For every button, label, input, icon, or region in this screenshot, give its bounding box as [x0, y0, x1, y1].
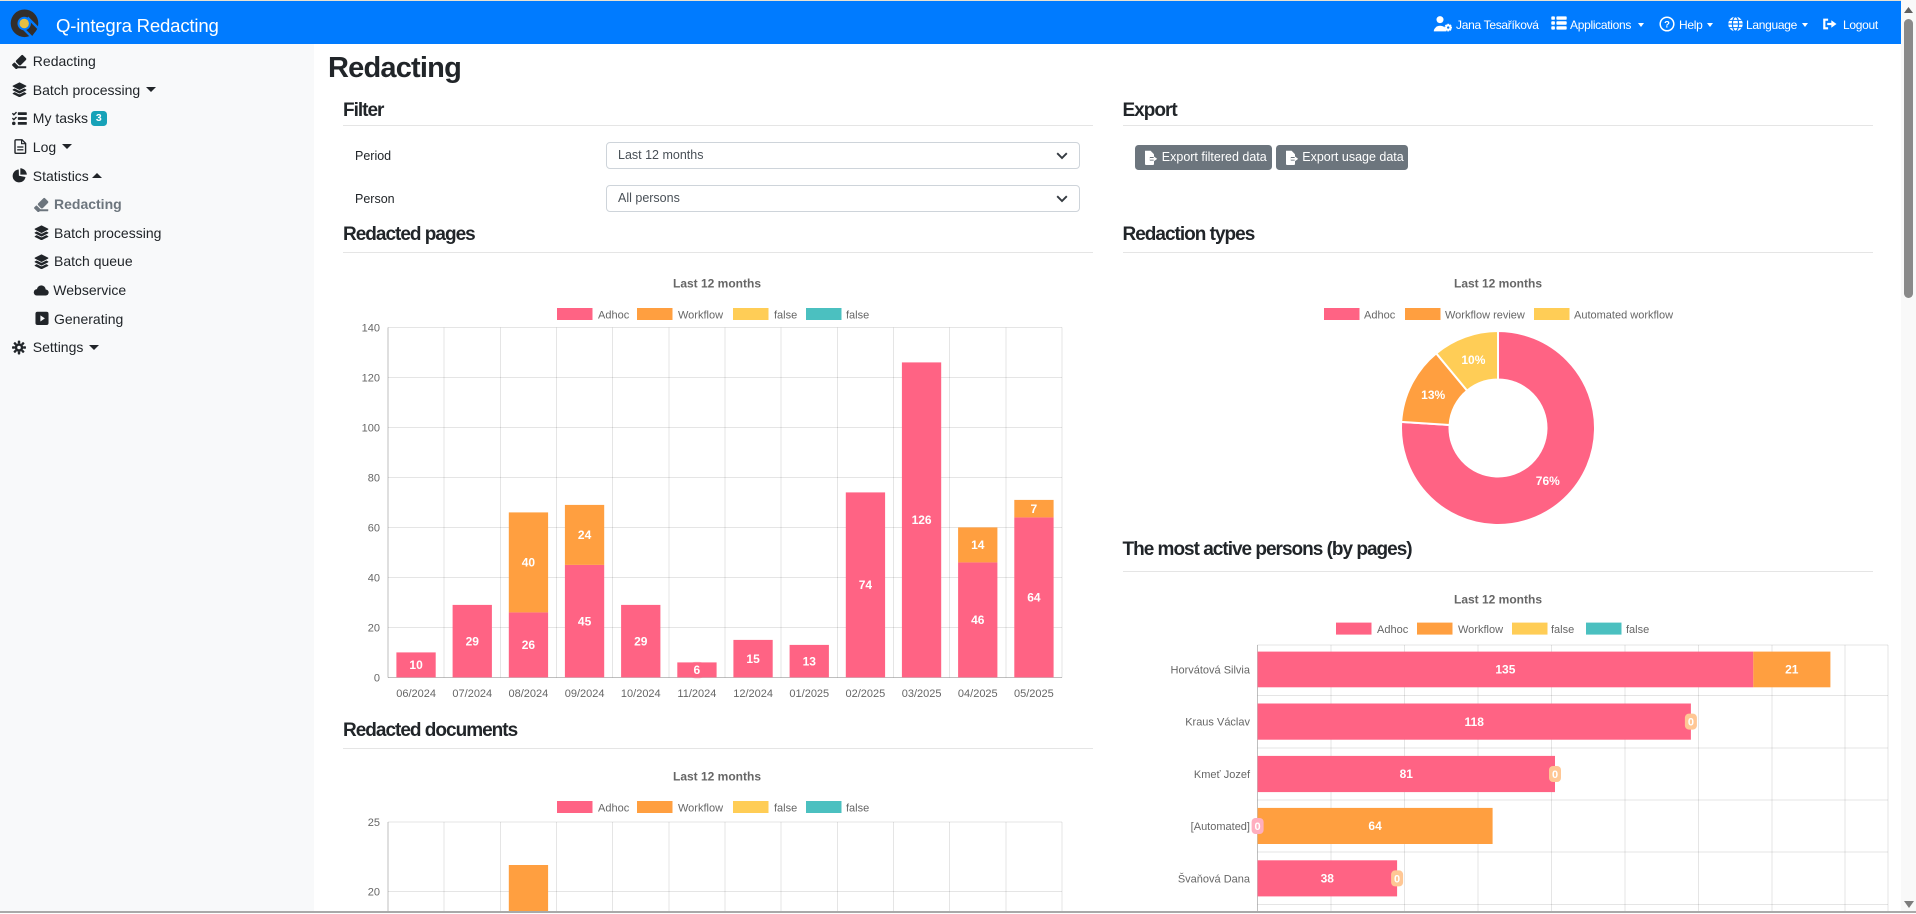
svg-text:64: 64 [1368, 819, 1382, 833]
svg-text:13%: 13% [1421, 388, 1445, 402]
svg-text:13: 13 [803, 654, 817, 668]
svg-text:false: false [1551, 624, 1574, 636]
svg-text:05/2025: 05/2025 [1014, 688, 1054, 700]
svg-text:140: 140 [362, 322, 380, 334]
svg-text:02/2025: 02/2025 [846, 688, 886, 700]
svg-text:07/2024: 07/2024 [452, 688, 492, 700]
svg-text:76%: 76% [1536, 474, 1560, 488]
svg-text:0: 0 [374, 672, 380, 684]
svg-text:126: 126 [912, 513, 932, 527]
svg-text:03/2025: 03/2025 [902, 688, 942, 700]
svg-text:120: 120 [362, 372, 380, 384]
svg-text:21: 21 [1785, 663, 1799, 677]
svg-text:20: 20 [368, 622, 380, 634]
svg-text:09/2024: 09/2024 [565, 688, 605, 700]
svg-text:14: 14 [971, 538, 985, 552]
svg-text:135: 135 [1495, 663, 1515, 677]
svg-text:25: 25 [368, 817, 380, 829]
svg-text:15: 15 [746, 652, 760, 666]
svg-text:Workflow review: Workflow review [1445, 310, 1525, 322]
svg-text:29: 29 [466, 634, 480, 648]
svg-text:6: 6 [694, 663, 701, 677]
svg-text:Adhoc: Adhoc [598, 310, 630, 322]
svg-text:Adhoc: Adhoc [1364, 310, 1396, 322]
svg-text:45: 45 [578, 614, 592, 628]
svg-text:10: 10 [409, 658, 423, 672]
svg-text:04/2025: 04/2025 [958, 688, 998, 700]
svg-text:0: 0 [1394, 873, 1400, 885]
svg-text:81: 81 [1400, 767, 1414, 781]
svg-text:Last 12 months: Last 12 months [673, 770, 761, 784]
svg-text:24: 24 [578, 528, 592, 542]
svg-text:74: 74 [859, 578, 873, 592]
svg-text:Last 12 months: Last 12 months [1454, 277, 1542, 291]
svg-text:Workflow: Workflow [678, 803, 723, 815]
svg-text:0: 0 [1255, 821, 1261, 833]
svg-text:7: 7 [1031, 502, 1038, 516]
svg-text:false: false [774, 310, 797, 322]
svg-text:12/2024: 12/2024 [733, 688, 773, 700]
svg-text:false: false [846, 803, 869, 815]
svg-text:Švaňová Dana: Švaňová Dana [1178, 872, 1251, 885]
svg-text:Kraus Václav: Kraus Václav [1185, 717, 1250, 729]
svg-text:Workflow: Workflow [1458, 624, 1503, 636]
svg-text:38: 38 [1321, 872, 1335, 886]
svg-text:Last 12 months: Last 12 months [1454, 593, 1542, 607]
svg-text:10%: 10% [1461, 353, 1485, 367]
svg-text:118: 118 [1465, 715, 1485, 729]
svg-text:80: 80 [368, 472, 380, 484]
svg-text:29: 29 [634, 634, 648, 648]
svg-text:10/2024: 10/2024 [621, 688, 661, 700]
svg-text:64: 64 [1027, 591, 1041, 605]
svg-text:100: 100 [362, 422, 380, 434]
svg-text:06/2024: 06/2024 [396, 688, 436, 700]
svg-text:Adhoc: Adhoc [1377, 624, 1409, 636]
svg-text:40: 40 [368, 572, 380, 584]
svg-text:Kmeť Jozef: Kmeť Jozef [1194, 769, 1251, 781]
svg-text:20: 20 [368, 887, 380, 899]
svg-text:0: 0 [1552, 769, 1558, 781]
svg-text:60: 60 [368, 522, 380, 534]
svg-text:26: 26 [522, 638, 536, 652]
svg-text:?: ? [1664, 19, 1670, 30]
svg-text:0: 0 [1688, 717, 1694, 729]
svg-text:Automated workflow: Automated workflow [1574, 310, 1673, 322]
svg-text:Horvátová Silvia: Horvátová Silvia [1171, 664, 1251, 676]
svg-text:Adhoc: Adhoc [598, 803, 630, 815]
svg-text:[Automated]: [Automated] [1191, 821, 1250, 833]
svg-text:false: false [774, 803, 797, 815]
svg-text:false: false [846, 310, 869, 322]
svg-text:40: 40 [522, 556, 536, 570]
svg-text:01/2025: 01/2025 [789, 688, 829, 700]
svg-text:11/2024: 11/2024 [677, 688, 716, 700]
svg-text:false: false [1626, 624, 1649, 636]
svg-text:08/2024: 08/2024 [509, 688, 549, 700]
svg-text:Last 12 months: Last 12 months [673, 277, 761, 291]
svg-text:Workflow: Workflow [678, 310, 723, 322]
svg-text:46: 46 [971, 613, 985, 627]
